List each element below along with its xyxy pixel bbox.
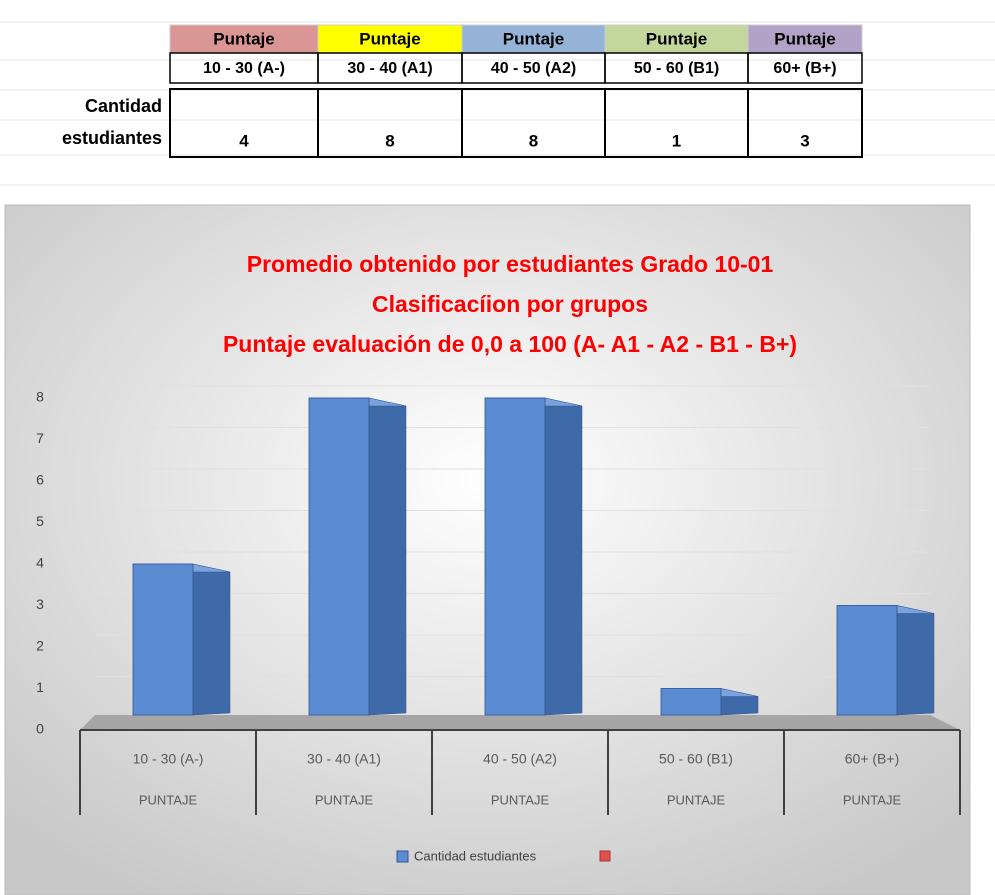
header-cell (604, 24, 749, 54)
header-cell (747, 24, 863, 54)
y-tick-label: 0 (36, 721, 44, 737)
x-tick-sublabel: PUNTAJE (491, 792, 550, 807)
count-text: 4 (239, 131, 249, 150)
y-tick-label: 5 (36, 513, 44, 529)
row-label: Cantidad (85, 96, 162, 116)
range-text: 30 - 40 (A1) (347, 60, 432, 77)
x-tick-sublabel: PUNTAJE (315, 792, 374, 807)
range-cell (747, 52, 863, 84)
bar (484, 397, 546, 716)
legend-label: Cantidad estudiantes (414, 848, 537, 863)
y-tick-label: 3 (36, 596, 44, 612)
header-text: Puntaje (213, 29, 274, 48)
range-text: 50 - 60 (B1) (634, 60, 719, 77)
chart-title: Promedio obtenido por estudiantes Grado … (247, 251, 774, 277)
count-text: 1 (672, 131, 681, 150)
header-text: Puntaje (646, 29, 707, 48)
x-tick-sublabel: PUNTAJE (843, 792, 902, 807)
bar-side (368, 397, 407, 716)
legend-swatch (396, 850, 409, 863)
bar-side (544, 397, 583, 716)
x-tick-sublabel: PUNTAJE (139, 792, 198, 807)
y-tick-label: 8 (36, 389, 44, 405)
y-tick-label: 1 (36, 679, 44, 695)
count-text: 8 (529, 131, 538, 150)
y-tick-label: 4 (36, 555, 44, 571)
bar-side (192, 563, 231, 716)
count-text: 3 (800, 131, 809, 150)
y-tick-label: 6 (36, 472, 44, 488)
header-text: Puntaje (774, 29, 835, 48)
x-tick-label: 50 - 60 (B1) (659, 751, 733, 767)
chart-title: Puntaje evaluación de 0,0 a 100 (A- A1 -… (223, 331, 797, 357)
bar (132, 563, 194, 716)
legend-swatch-extra (599, 850, 611, 862)
y-tick-label: 7 (36, 430, 44, 446)
header-text: Puntaje (503, 29, 564, 48)
bar-side (896, 605, 935, 716)
header-cell (317, 24, 463, 54)
bar (836, 605, 898, 716)
row-label: estudiantes (62, 128, 162, 148)
x-tick-label: 30 - 40 (A1) (307, 751, 381, 767)
range-text: 60+ (B+) (773, 60, 836, 77)
range-text: 10 - 30 (A-) (203, 60, 285, 77)
header-text: Puntaje (359, 29, 420, 48)
x-tick-label: 60+ (B+) (845, 751, 899, 767)
bar (308, 397, 370, 716)
floor (80, 715, 960, 730)
bar (660, 688, 722, 716)
chart-title: Clasificacíion por grupos (372, 291, 648, 317)
x-tick-label: 40 - 50 (A2) (483, 751, 557, 767)
x-tick-label: 10 - 30 (A-) (133, 751, 204, 767)
count-cell (747, 88, 863, 158)
x-tick-sublabel: PUNTAJE (667, 792, 726, 807)
y-tick-label: 2 (36, 638, 44, 654)
count-text: 8 (385, 131, 394, 150)
range-text: 40 - 50 (A2) (491, 60, 576, 77)
